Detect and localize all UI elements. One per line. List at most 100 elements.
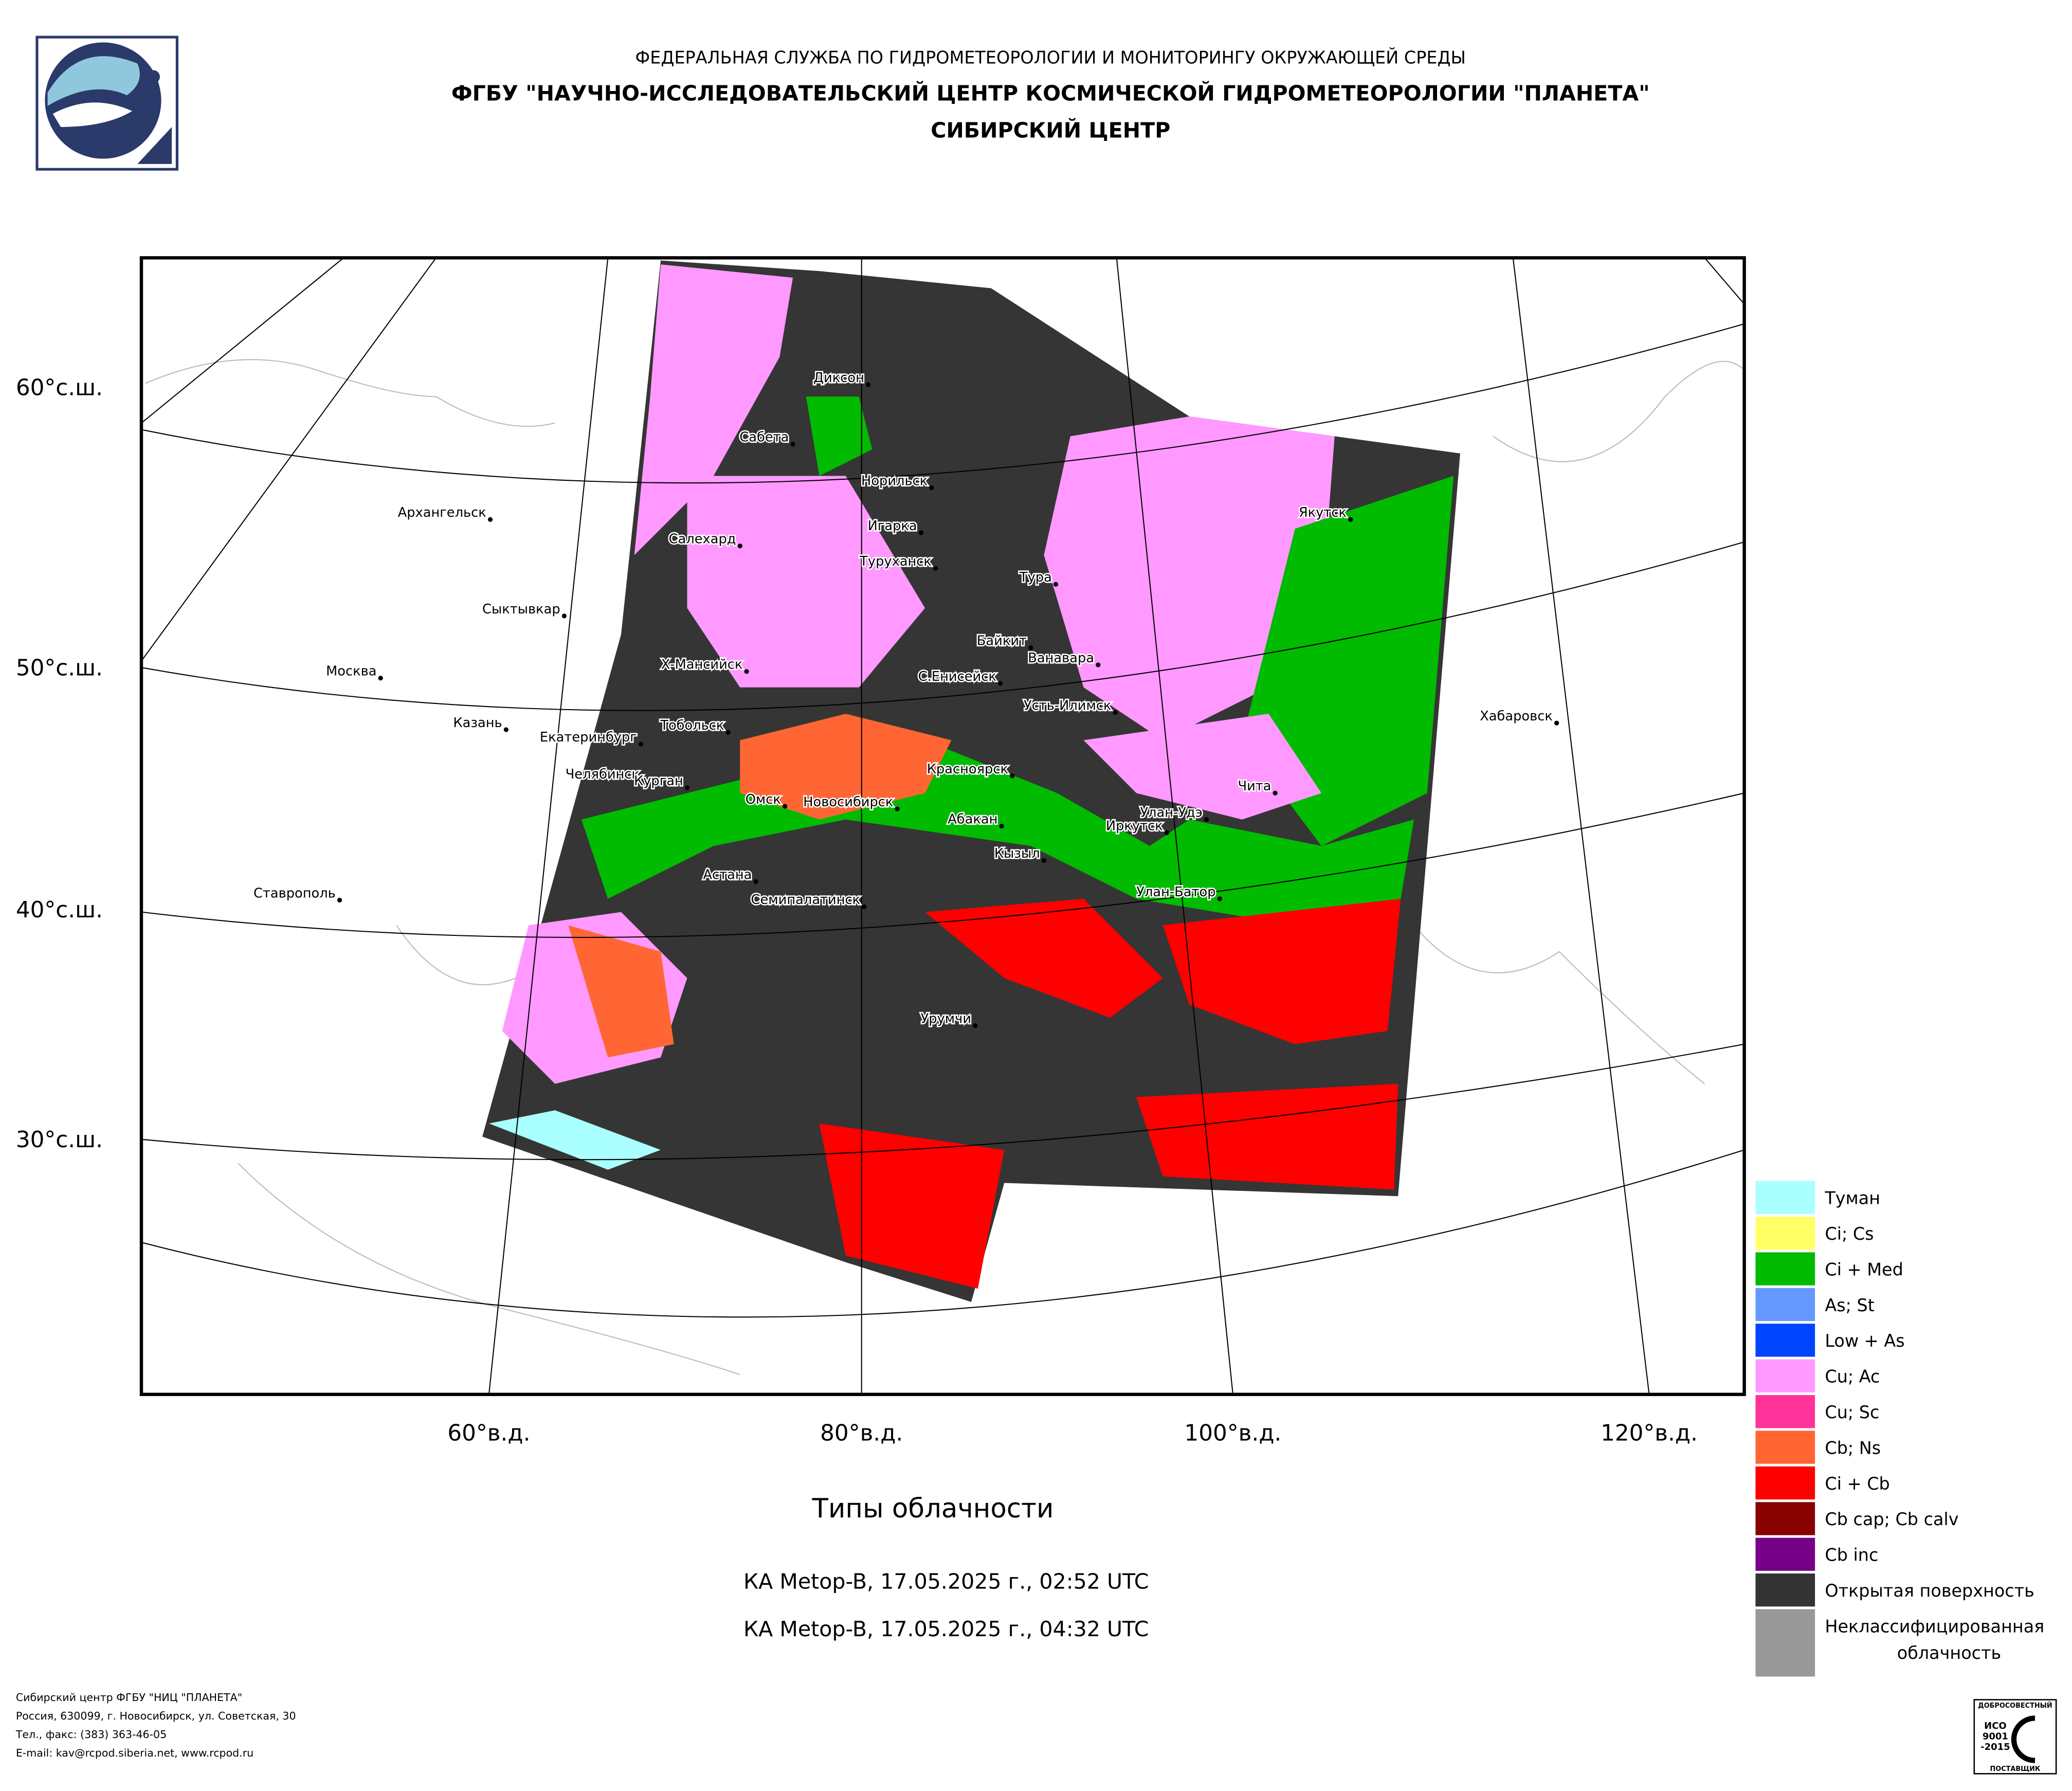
cloud-fields: [488, 264, 1454, 1289]
city-label: Семипалатинск: [751, 892, 861, 908]
certificate-text: -2015: [1980, 1742, 2010, 1752]
legend-swatch: [1754, 1287, 1816, 1323]
city-dot: [744, 669, 749, 674]
legend-swatch: [1754, 1180, 1816, 1216]
city-dot: [1096, 662, 1101, 667]
city-label: Улан-Батор: [1136, 884, 1215, 900]
city-dot: [918, 530, 924, 535]
map-area: [139, 256, 1746, 1396]
city-label: Красноярск: [927, 762, 1008, 777]
legend-swatch: [1754, 1607, 1816, 1678]
header-line: ФГБУ "НАУЧНО-ИССЛЕДОВАТЕЛЬСКИЙ ЦЕНТР КОС…: [451, 81, 1650, 106]
pass-info: КА Metop-B, 17.05.2025 г., 04:32 UTC: [743, 1617, 1149, 1641]
city-label: Сабета: [739, 430, 789, 445]
legend-label: Cb inc: [1825, 1545, 1878, 1565]
certificate-arc: [2011, 1715, 2035, 1763]
legend-label-line: Неклассифицированная: [1825, 1616, 2044, 1636]
longitude-label: 120°в.д.: [1601, 1420, 1698, 1446]
city-label: Новосибирск: [803, 794, 893, 810]
city-dot: [1204, 817, 1209, 822]
legend-swatch: [1754, 1429, 1816, 1466]
city-label: Кызыл: [994, 846, 1040, 861]
legend-swatch: [1754, 1536, 1816, 1572]
city-label: Сыктывкар: [482, 602, 560, 617]
footer-line: Россия, 630099, г. Новосибирск, ул. Сове…: [16, 1710, 296, 1722]
legend: Туман Ci; Cs Ci + Med As; St Low + As Cu; Ac C…: [1754, 1180, 2044, 1678]
city-dot: [862, 904, 867, 909]
city-dot: [999, 823, 1004, 829]
city-label: Норильск: [861, 473, 928, 489]
city-label: Казань: [453, 715, 502, 731]
footer-line: E-mail: kav@rcpod.siberia.net, www.rcpod…: [16, 1747, 253, 1759]
city-label: Якутск: [1299, 505, 1347, 520]
city-label: Байкит: [977, 633, 1027, 648]
city-dot: [753, 879, 758, 884]
certificate-text: ИСО: [1984, 1721, 2007, 1731]
certificate-text: ДОБРОСОВЕСТНЫЙ: [1978, 1702, 2052, 1710]
legend-label-line: облачность: [1897, 1643, 2001, 1663]
city-dot: [337, 897, 342, 903]
city-dot: [1273, 790, 1278, 795]
city-dot: [1164, 830, 1170, 836]
legend-swatch: [1754, 1251, 1816, 1287]
city-dot: [1028, 645, 1033, 650]
city-label: Х-Мансийск: [661, 657, 743, 673]
city-label: Иркутск: [1106, 818, 1163, 834]
header-line: СИБИРСКИЙ ЦЕНТР: [931, 118, 1170, 143]
legend-swatch: [1754, 1394, 1816, 1430]
header-line: ФЕДЕРАЛЬНАЯ СЛУЖБА ПО ГИДРОМЕТЕОРОЛОГИИ …: [635, 47, 1466, 68]
city-dot: [1217, 896, 1222, 901]
map-frame: [139, 256, 1746, 1396]
city-label: Абакан: [948, 811, 997, 827]
latitude-label: 50°с.ш.: [16, 655, 103, 681]
legend-swatch: [1754, 1215, 1816, 1251]
longitude-label: 100°в.д.: [1184, 1420, 1281, 1446]
latitude-label: 30°с.ш.: [16, 1127, 103, 1153]
city-dot: [790, 442, 795, 447]
city-label: Курган: [634, 773, 683, 789]
latitude-label: 40°с.ш.: [16, 897, 103, 923]
city-label: Челябинск: [566, 767, 640, 782]
city-dot: [997, 681, 1003, 686]
city-label: Тобольск: [660, 718, 724, 733]
certificate-text: 9001: [1983, 1731, 2008, 1742]
city-dot: [865, 382, 871, 387]
city-label: Омск: [746, 792, 781, 807]
city-dot: [1041, 858, 1047, 863]
legend-label: As; St: [1825, 1295, 1874, 1315]
legend-label: Ci; Cs: [1825, 1224, 1874, 1244]
city-label: Игарка: [868, 518, 917, 534]
latitude-label: 60°с.ш.: [16, 375, 103, 401]
legend-label: Low + As: [1825, 1331, 1904, 1351]
legend-label: Ci + Cb: [1825, 1474, 1889, 1494]
city-dot: [487, 517, 493, 522]
footer-line: Тел., факс: (383) 363-46-05: [15, 1728, 167, 1741]
city-dot: [973, 1023, 978, 1028]
city-label: Москва: [326, 664, 376, 679]
city-label: Астана: [703, 867, 752, 882]
longitude-label: 80°в.д.: [820, 1420, 903, 1446]
graticule: [141, 258, 1744, 1395]
pass-info: КА Metop-B, 17.05.2025 г., 02:52 UTC: [743, 1569, 1149, 1594]
city-dot: [737, 544, 742, 549]
longitude-label: 60°в.д.: [447, 1420, 530, 1446]
city-layer: Диксон Сабета Норильск Архангельск Игарка Сал…: [252, 369, 1559, 1028]
legend-label: Открытая поверхность: [1825, 1581, 2034, 1601]
city-dot: [933, 566, 938, 571]
city-label: Архангельск: [398, 505, 486, 520]
city-label: Салехард: [669, 532, 736, 547]
city-label: Ванавара: [1028, 650, 1094, 666]
city-dot: [378, 676, 383, 681]
legend-label: Cb cap; Cb calv: [1825, 1509, 1958, 1529]
city-label: Екатеринбург: [540, 730, 637, 745]
city-dot: [561, 613, 567, 619]
legend-swatch: [1754, 1572, 1816, 1608]
legend-label: Cu; Sc: [1825, 1402, 1879, 1422]
city-dot: [1348, 517, 1353, 522]
city-dot: [638, 741, 644, 747]
city-label: Туруханск: [859, 554, 932, 569]
city-dot: [783, 804, 788, 809]
